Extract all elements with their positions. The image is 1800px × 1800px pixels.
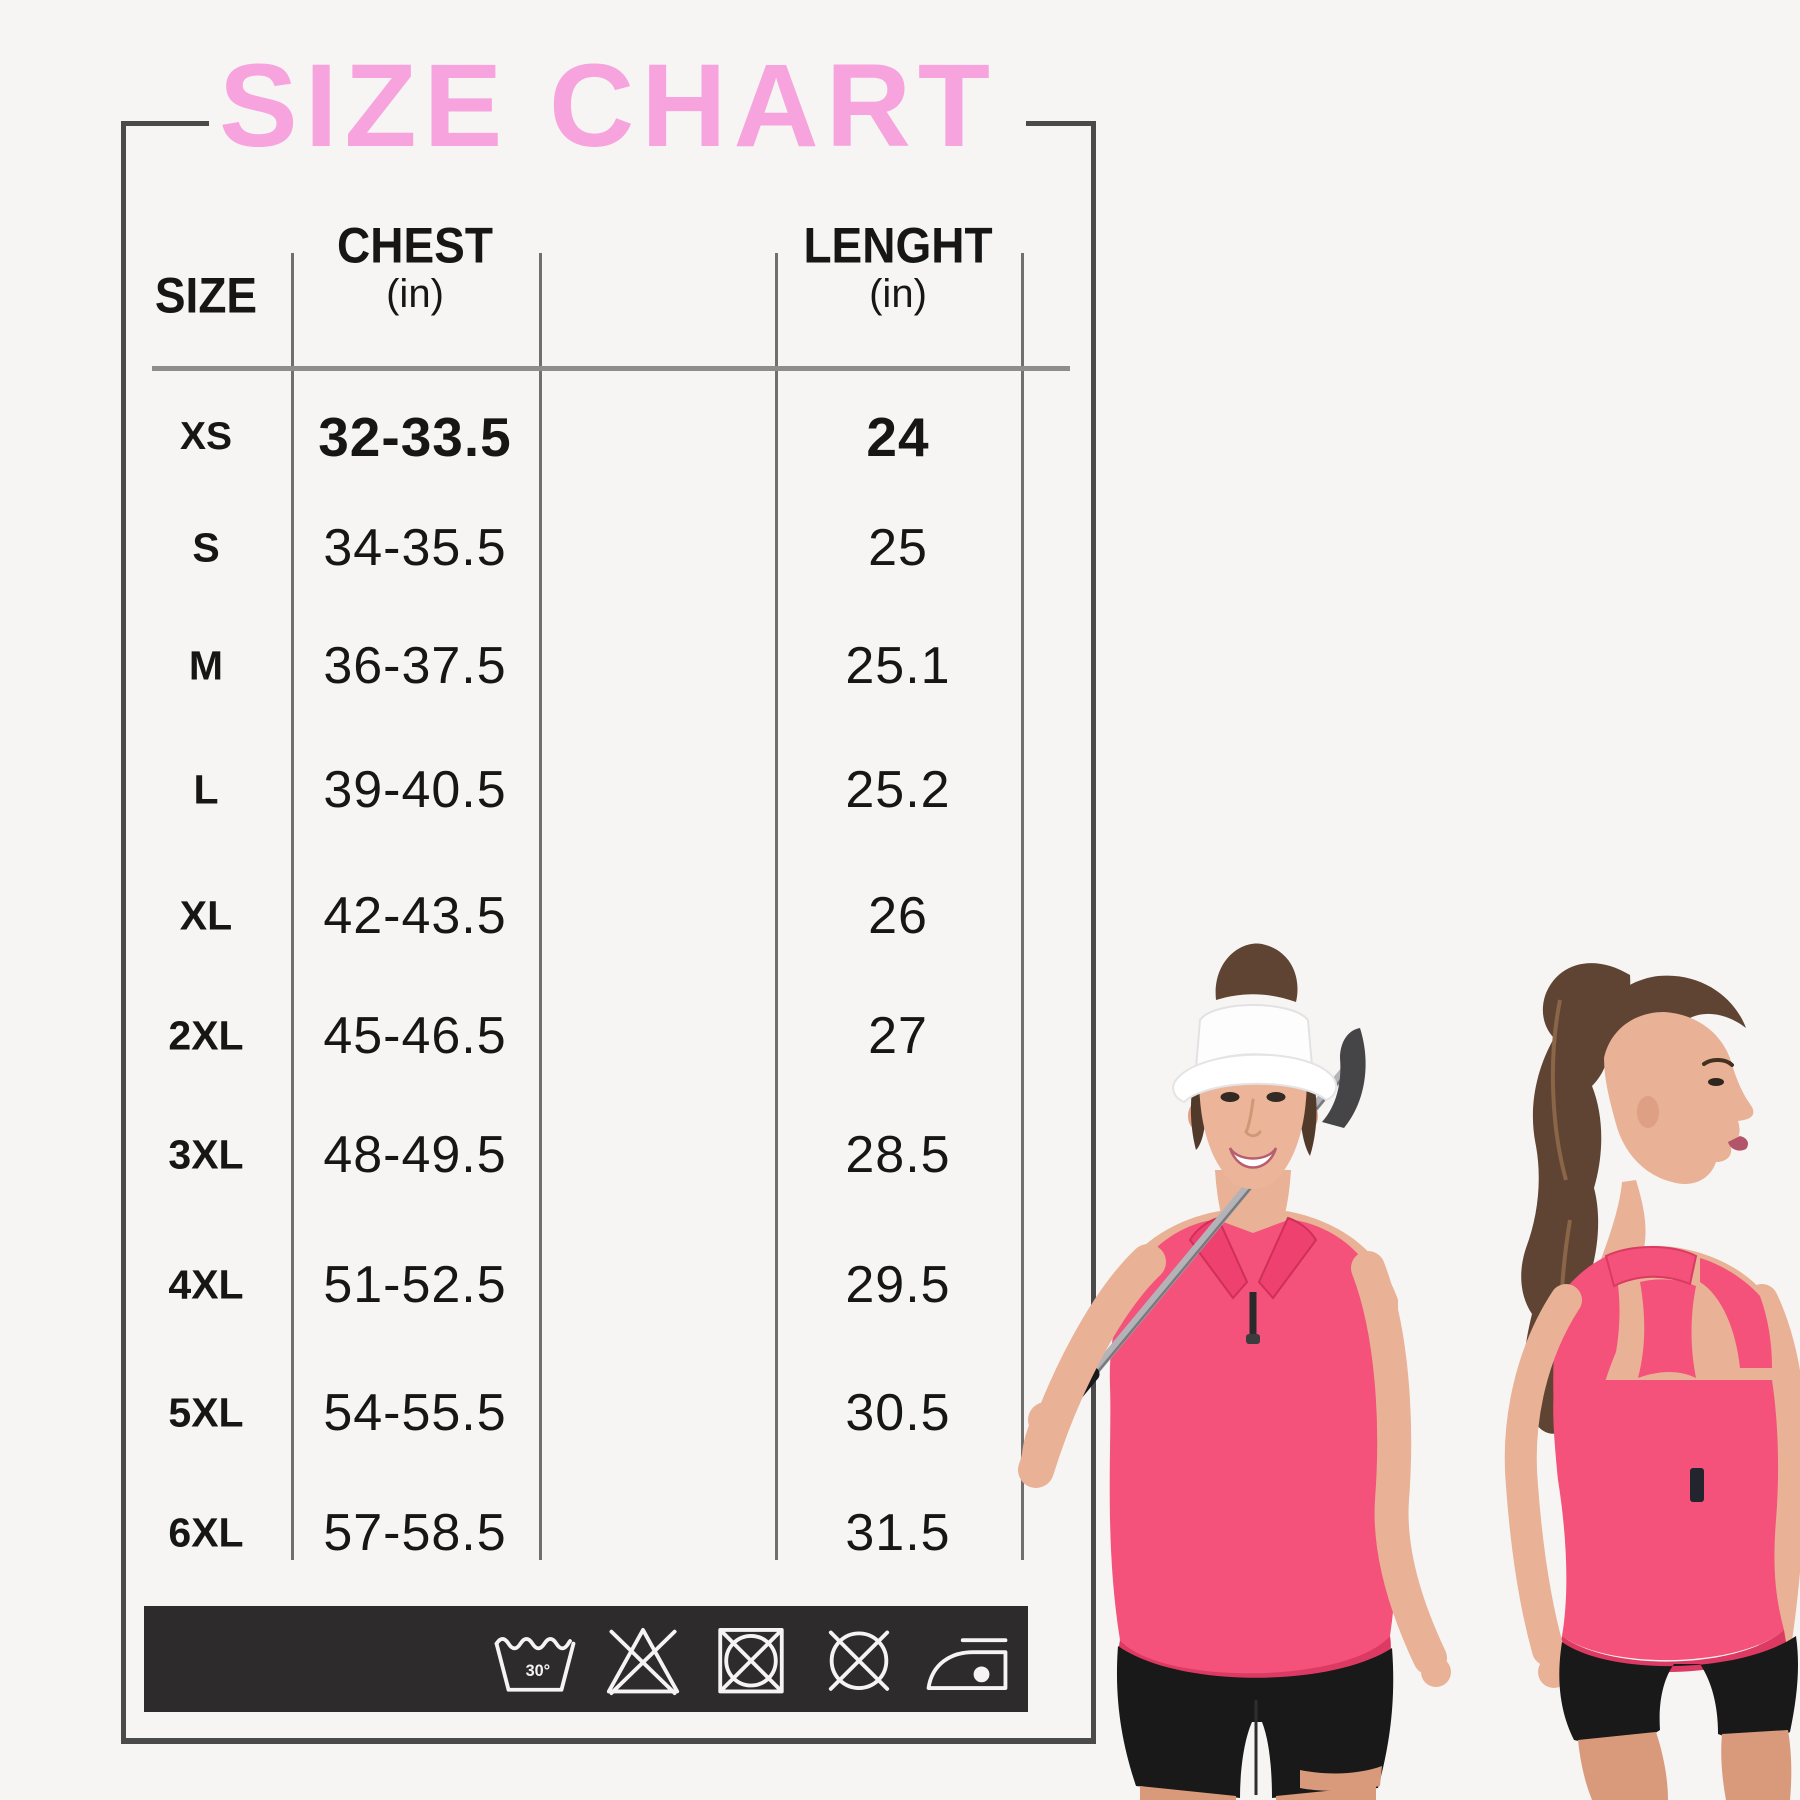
nose [1244,1098,1262,1138]
right-hand [1421,1657,1451,1687]
column-divider [539,253,542,1560]
length-value: 27 [868,1007,928,1065]
front-model-head [1172,943,1338,1189]
length-value: 26 [868,887,928,945]
tank-back-body [1553,1380,1784,1661]
length-value: 24 [866,406,930,468]
side-tag [1690,1468,1704,1502]
thigh-peek [1300,1766,1382,1791]
chest-value: 36-37.5 [323,637,507,695]
frame-top-right-dash [1026,121,1096,126]
leg [1276,1786,1376,1800]
tank-right-strap [1700,1258,1772,1368]
chest-value: 39-40.5 [323,761,507,819]
length-value: 25.1 [845,637,951,695]
column-divider [291,253,294,1560]
size-label: 2XL [168,1012,244,1059]
length-value: 31.5 [845,1504,951,1562]
size-label: M [188,642,224,689]
length-value: 25 [868,519,928,577]
header-underline [152,366,1070,371]
hair-bun [1215,943,1298,1002]
eye [1266,1092,1286,1102]
frame-left-line [121,121,126,1744]
do-not-tumble-dry-icon [718,1628,784,1694]
back-view-model [1504,963,1800,1800]
neck [1600,1180,1646,1262]
chest-value: 45-46.5 [323,1007,507,1065]
club-head [1322,1028,1366,1128]
racerback-strap [1638,1279,1696,1378]
zipper-pull [1246,1334,1260,1344]
product-photo [1018,943,1800,1800]
length-value: 28.5 [845,1126,951,1184]
do-not-bleach-icon [606,1628,680,1696]
chest-value: 57-58.5 [323,1504,507,1562]
visor-brim [1172,1053,1338,1104]
collar-flap [1257,1216,1318,1300]
size-label: XL [179,892,233,939]
length-value: 30.5 [845,1384,951,1442]
header-chest-unit: (in) [386,272,444,316]
chest-value: 42-43.5 [323,887,507,945]
chest-value: 32-33.5 [318,406,512,468]
chest-value: 48-49.5 [323,1126,507,1184]
left-hand [1028,1402,1064,1438]
size-label: 4XL [168,1261,244,1308]
column-divider [775,253,778,1560]
size-label: 3XL [168,1131,244,1178]
header-length: LENGHT [803,216,993,274]
shorts [1559,1636,1798,1745]
header-length-unit: (in) [869,272,927,316]
frame-bottom-line [121,1738,1096,1744]
right-arm [1351,1251,1447,1675]
chest-value: 34-35.5 [323,519,507,577]
svg-text:30°: 30° [526,1662,551,1680]
polo-tank [1109,1219,1399,1694]
leg [1578,1732,1668,1800]
frame-top-left-dash [121,121,209,126]
header-size: SIZE [154,266,258,324]
lips [1728,1136,1748,1151]
face-profile [1604,1012,1754,1184]
column-divider [1021,253,1024,1560]
hair-scalp [1591,975,1746,1062]
size-label: L [193,766,219,813]
size-label: S [192,524,220,571]
chest-value: 54-55.5 [323,1384,507,1442]
eyebrow [1702,1058,1734,1067]
header-chest: CHEST [337,216,493,274]
care-instructions-bar: 30° [144,1606,1028,1712]
near-arm [1504,1284,1582,1666]
do-not-dry-clean-icon [828,1630,890,1691]
iron-icon [926,1638,1008,1690]
eye [1220,1092,1240,1102]
size-label: 5XL [168,1389,244,1436]
machine-wash-30-icon: 30° [494,1637,576,1692]
size-label: XS [179,415,233,458]
leg [1140,1786,1236,1800]
eye [1708,1078,1724,1086]
length-value: 25.2 [845,761,951,819]
page-title: SIZE CHART [219,40,997,172]
front-view-model [1018,943,1451,1800]
collar [1604,1246,1698,1288]
smile [1228,1147,1278,1169]
frame-right-line [1091,121,1096,1744]
length-value: 29.5 [845,1256,951,1314]
ear [1637,1096,1659,1128]
leg [1721,1730,1792,1800]
size-label: 6XL [168,1509,244,1556]
zipper [1249,1292,1257,1338]
chest-value: 51-52.5 [323,1256,507,1314]
